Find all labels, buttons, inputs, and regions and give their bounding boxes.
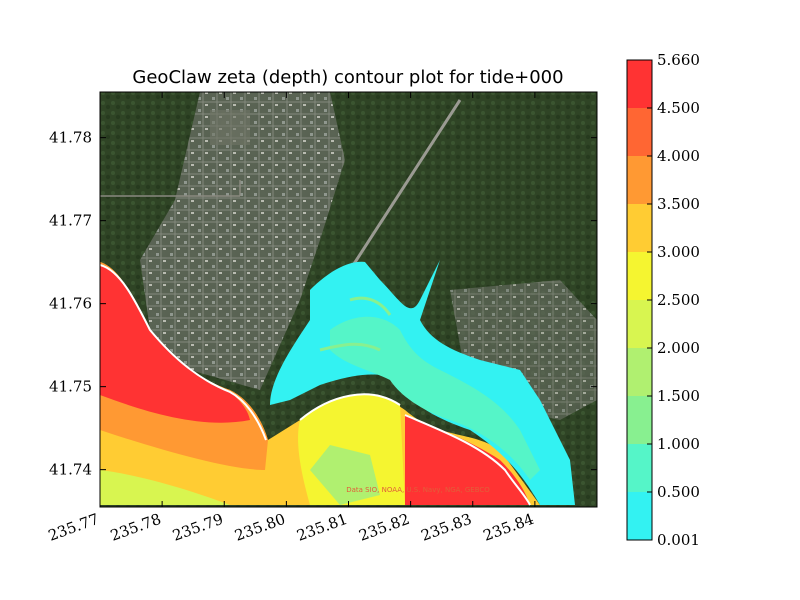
shoreline — [100, 264, 531, 506]
x-tick-label: 235.77 — [46, 510, 101, 545]
colorbar-segment — [627, 108, 652, 156]
x-tick-label: 235.84 — [481, 510, 536, 545]
colorbar-segment — [627, 60, 652, 108]
y-tick-label: 41.78 — [49, 129, 92, 147]
x-tick-label: 235.80 — [232, 510, 287, 545]
x-tick-label: 235.83 — [419, 510, 474, 545]
colorbar-segment — [627, 396, 652, 444]
colorbar-tick-label: 0.500 — [657, 483, 700, 501]
y-axis: 41.78 41.77 41.76 41.75 41.74 — [49, 129, 597, 479]
colorbar-tick-label: 1.500 — [657, 387, 700, 405]
colorbar-tick-label: 2.000 — [657, 339, 700, 357]
colorbar-tick-label: 0.001 — [657, 531, 700, 549]
colorbar-segment — [627, 252, 652, 300]
colorbar-tick-label: 4.000 — [657, 147, 700, 165]
basemap-credit: Data SIO, NOAA, U.S. Navy, NGA, GEBCO — [346, 486, 490, 494]
x-tick-label: 235.78 — [108, 510, 163, 545]
chart-title: GeoClaw zeta (depth) contour plot for ti… — [132, 67, 563, 88]
colorbar-segment — [627, 348, 652, 396]
x-tick-label: 235.82 — [357, 510, 412, 545]
x-tick-label: 235.81 — [294, 510, 349, 545]
colorbar-tick-label: 3.000 — [657, 243, 700, 261]
y-tick-label: 41.75 — [49, 378, 92, 396]
x-tick-label: 235.79 — [170, 510, 225, 545]
colorbar: 0.001 0.500 1.000 1.500 2.000 2.500 3.000 3.500… — [626, 51, 700, 549]
colorbar-segment — [627, 444, 652, 492]
colorbar-tick-label: 5.660 — [657, 51, 700, 69]
ocean-contours — [100, 262, 540, 505]
colorbar-tick-label: 1.000 — [657, 435, 700, 453]
colorbar-segment — [627, 156, 652, 204]
colorbar-tick-label: 4.500 — [657, 99, 700, 117]
colorbar-segment — [627, 204, 652, 252]
plot-area: Data SIO, NOAA, U.S. Navy, NGA, GEBCO — [100, 92, 597, 507]
colorbar-tick-label: 3.500 — [657, 195, 700, 213]
y-tick-label: 41.76 — [49, 295, 92, 313]
colorbar-segment — [627, 492, 652, 540]
inundation-bay — [270, 260, 575, 505]
colorbar-segment — [627, 300, 652, 348]
y-tick-label: 41.77 — [49, 212, 92, 230]
y-tick-label: 41.74 — [49, 461, 92, 479]
colorbar-tick-label: 2.500 — [657, 291, 700, 309]
